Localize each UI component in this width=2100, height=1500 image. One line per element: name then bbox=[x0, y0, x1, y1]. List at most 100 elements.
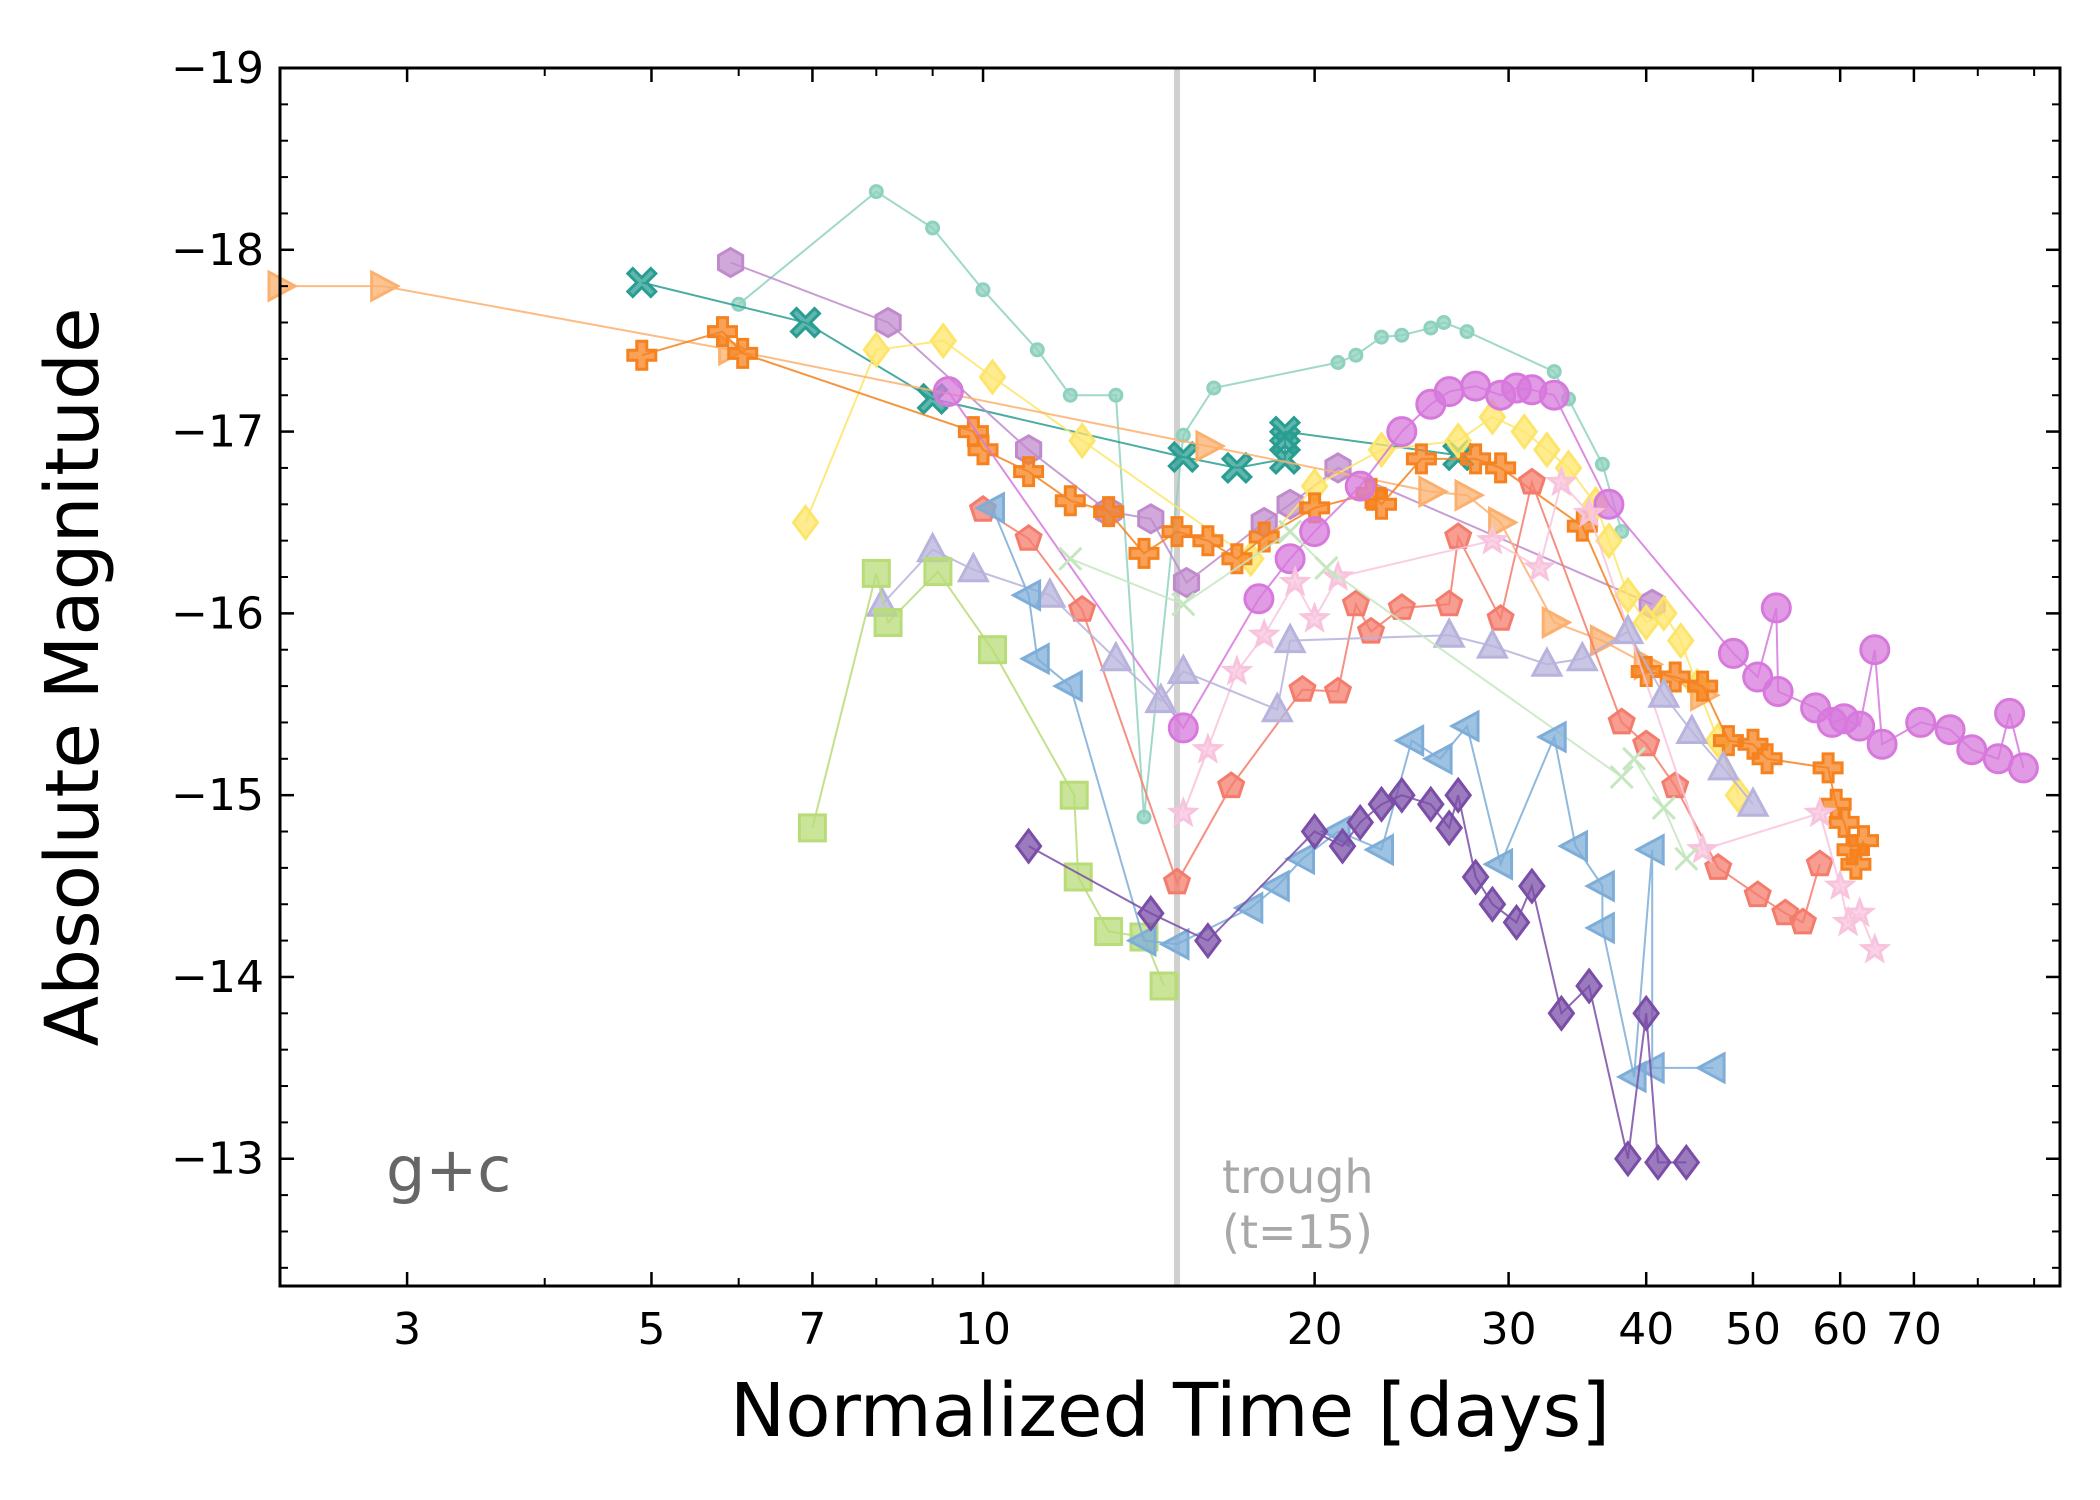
data-point bbox=[1167, 440, 1200, 474]
data-point bbox=[1288, 674, 1317, 702]
data-point bbox=[1622, 746, 1647, 771]
data-point bbox=[1736, 786, 1770, 817]
data-point bbox=[1632, 994, 1661, 1032]
data-point bbox=[1052, 669, 1083, 703]
data-point bbox=[1595, 522, 1623, 560]
data-point bbox=[1547, 994, 1576, 1032]
data-point bbox=[1013, 456, 1045, 488]
data-point bbox=[716, 246, 745, 279]
data-point bbox=[1444, 776, 1473, 814]
data-point bbox=[1128, 537, 1160, 569]
data-point bbox=[1751, 743, 1783, 775]
data-point bbox=[1905, 706, 1937, 738]
data-point bbox=[1125, 924, 1157, 958]
data-point bbox=[1278, 565, 1312, 597]
data-point bbox=[1541, 605, 1573, 640]
x-tick-label: 5 bbox=[637, 1304, 665, 1355]
data-point bbox=[1144, 682, 1178, 714]
data-point bbox=[1217, 771, 1246, 799]
data-point bbox=[1611, 613, 1645, 645]
data-point bbox=[1859, 634, 1891, 666]
y-tick-label: −13 bbox=[171, 1134, 264, 1185]
data-point bbox=[1634, 833, 1665, 867]
data-point bbox=[1067, 594, 1097, 622]
data-point bbox=[1536, 720, 1567, 754]
data-point bbox=[978, 358, 1007, 396]
data-point bbox=[1158, 927, 1190, 961]
y-axis-title: Absolute Magnitude bbox=[30, 308, 116, 1047]
data-point bbox=[974, 491, 1005, 525]
series-2 bbox=[625, 266, 1475, 485]
x-tick-label: 60 bbox=[1812, 1304, 1868, 1355]
data-point bbox=[1706, 749, 1740, 781]
data-point bbox=[1059, 780, 1089, 810]
data-point bbox=[791, 504, 820, 541]
data-point bbox=[1243, 583, 1275, 615]
data-point bbox=[1276, 488, 1304, 521]
data-point bbox=[1363, 833, 1394, 867]
data-point bbox=[1019, 642, 1050, 676]
data-point bbox=[1393, 724, 1425, 758]
data-point bbox=[1137, 503, 1165, 535]
data-point bbox=[1192, 525, 1224, 557]
y-tick-label: −16 bbox=[171, 588, 264, 639]
data-point bbox=[1108, 387, 1124, 403]
data-point bbox=[1666, 622, 1695, 660]
data-point bbox=[1162, 867, 1192, 895]
data-point bbox=[789, 306, 822, 339]
data-point bbox=[1762, 676, 1794, 707]
data-point bbox=[1161, 516, 1193, 548]
data-point bbox=[861, 558, 891, 588]
data-point bbox=[1694, 1051, 1726, 1085]
data-point bbox=[1058, 546, 1083, 571]
data-point bbox=[1544, 465, 1578, 497]
data-point bbox=[1934, 714, 1966, 746]
data-point bbox=[1386, 416, 1418, 448]
data-point bbox=[1647, 677, 1681, 708]
data-point bbox=[1330, 355, 1346, 370]
data-point bbox=[1546, 364, 1562, 380]
data-point bbox=[370, 269, 401, 303]
data-point bbox=[1475, 523, 1509, 555]
series-line bbox=[641, 281, 1459, 469]
data-point bbox=[1323, 676, 1353, 704]
data-point bbox=[1858, 932, 1892, 964]
data-point bbox=[967, 434, 999, 466]
data-point bbox=[1314, 555, 1339, 580]
data-point bbox=[1538, 379, 1570, 411]
data-point bbox=[1033, 577, 1067, 608]
data-point bbox=[932, 376, 964, 408]
series-11 bbox=[1058, 519, 1699, 871]
data-point bbox=[1232, 891, 1264, 925]
data-point bbox=[1593, 488, 1625, 520]
data-point bbox=[1068, 422, 1096, 460]
data-point bbox=[1014, 827, 1043, 865]
data-point bbox=[1405, 443, 1437, 475]
trough-label-line1: trough bbox=[1222, 1150, 1374, 1204]
data-point bbox=[626, 339, 658, 371]
data-point bbox=[1344, 470, 1376, 502]
data-point bbox=[1299, 516, 1331, 548]
data-point bbox=[1704, 853, 1733, 880]
series-6 bbox=[626, 316, 1879, 880]
series-line bbox=[811, 570, 1166, 987]
data-point bbox=[1488, 505, 1519, 540]
data-point bbox=[1848, 825, 1879, 857]
data-point bbox=[1565, 640, 1599, 672]
data-point bbox=[625, 266, 658, 299]
data-point bbox=[1844, 710, 1876, 742]
data-point bbox=[1460, 443, 1492, 475]
data-point bbox=[1206, 380, 1222, 396]
data-point bbox=[1195, 429, 1227, 463]
data-point bbox=[862, 331, 891, 369]
data-point bbox=[1557, 829, 1588, 863]
series-12 bbox=[797, 557, 1179, 1001]
axis-ticks: 3 5 7 10 20 30 40 50 60 70 −19 −18 −17 −16 −15 −14 −13 bbox=[171, 43, 2060, 1355]
y-tick-label: −15 bbox=[171, 770, 264, 821]
data-point bbox=[1062, 387, 1078, 403]
data-point bbox=[1094, 917, 1124, 946]
data-point bbox=[1510, 413, 1539, 451]
data-point bbox=[1482, 847, 1514, 881]
data-point bbox=[1416, 785, 1445, 823]
data-point bbox=[1609, 764, 1634, 790]
